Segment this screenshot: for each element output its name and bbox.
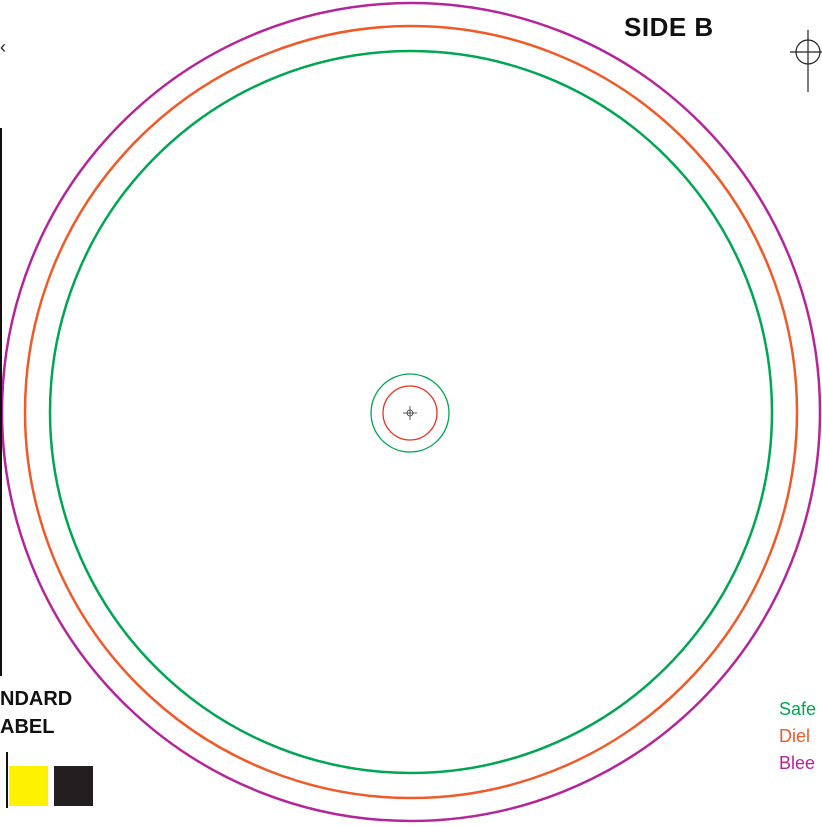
corner-glyph: ‹ (0, 37, 6, 57)
safe-inner-ring (370, 373, 450, 453)
legend-bleed: Blee (779, 753, 816, 773)
registration-mark-icon (790, 30, 822, 92)
side-label-line1: NDARD (0, 688, 73, 710)
swatch-yellow (9, 766, 48, 806)
side-label-line2: ABEL (0, 716, 55, 738)
die-outer-ring (23, 24, 799, 800)
die-inner-ring (382, 385, 438, 441)
center-crosshair-icon (403, 406, 417, 420)
swatch-black (54, 766, 93, 806)
legend-die: Diel (779, 726, 811, 746)
left-guide-line (0, 128, 2, 676)
swatch-divider (6, 752, 8, 808)
legend-safe: Safe (779, 699, 817, 719)
side-title: SIDE B (624, 12, 714, 42)
safe-outer-ring (48, 49, 774, 775)
